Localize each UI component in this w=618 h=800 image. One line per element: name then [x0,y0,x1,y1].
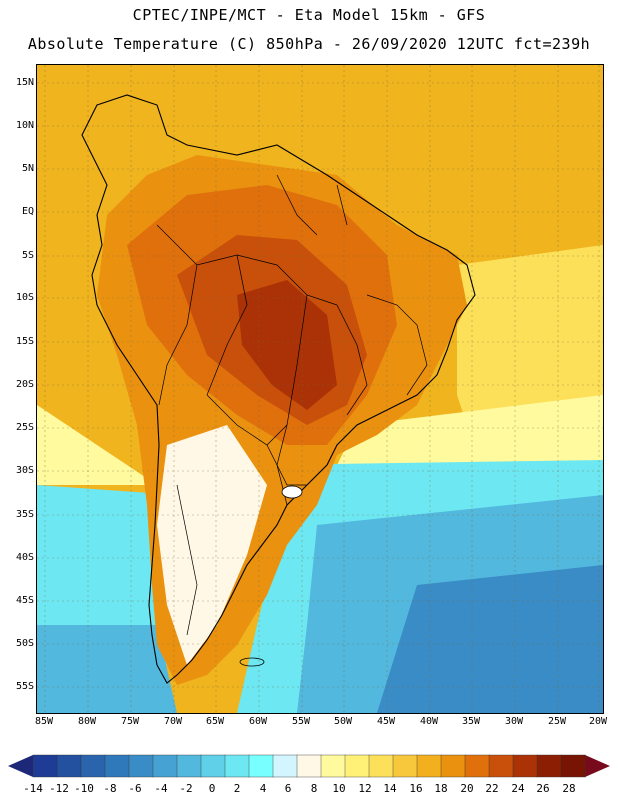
colorbar-label: 20 [460,782,474,795]
colorbar-cell [344,754,370,778]
colorbar-label: 18 [434,782,448,795]
colorbar-label: 22 [485,782,499,795]
colorbar-label: 12 [358,782,372,795]
colorbar-label: -4 [154,782,168,795]
colorbar-cell [248,754,274,778]
colorbar-cell [128,754,154,778]
lon-label: 25W [547,716,567,727]
lon-label: 60W [248,716,268,727]
colorbar-label: 8 [310,782,318,795]
lat-label: 45S [15,595,34,606]
colorbar-cell [536,754,562,778]
lat-label: 10S [15,292,34,303]
ocean-colder-south [37,625,177,713]
lat-label: 20S [15,379,34,390]
lat-label: 30S [15,465,34,476]
colorbar-cell [200,754,226,778]
lagoon [281,485,303,499]
lon-label: 80W [77,716,97,727]
colorbar-cell [488,754,514,778]
lat-label: 15N [15,77,34,88]
colorbar-label: 14 [383,782,397,795]
colorbar-label: -8 [103,782,117,795]
lon-label: 20W [588,716,608,727]
lon-label: 55W [291,716,311,727]
title-line-2: Absolute Temperature (C) 850hPa - 26/09/… [27,35,591,53]
colorbar-cell [320,754,346,778]
colorbar-cell [32,754,58,778]
lat-label: 25S [15,422,34,433]
falkland-islands [239,657,265,667]
lat-label: 5S [21,250,34,261]
ocean-coldest-region [377,565,603,713]
country-borders [156,174,428,636]
colorbar-cell [152,754,178,778]
temperature-map [36,64,604,714]
ocean-cool-west [37,405,157,485]
lat-label: 5N [21,163,34,174]
colorbar-cell [272,754,298,778]
title-line-1: CPTEC/INPE/MCT - Eta Model 15km - GFS [132,6,486,24]
lat-label: EQ [21,206,34,217]
colorbar-max-arrow [585,755,610,777]
colorbar-cell [440,754,466,778]
lat-label: 40S [15,552,34,563]
continent-hottest-region [237,280,337,410]
colorbar-cell [56,754,82,778]
colorbar-label: 16 [409,782,423,795]
colorbar-cell [392,754,418,778]
lat-label: 15S [15,336,34,347]
colorbar-label: 4 [259,782,267,795]
colorbar [8,754,610,778]
colorbar-label: -6 [128,782,142,795]
lat-label: 10N [15,120,34,131]
map-canvas [37,65,603,713]
colorbar-cell [512,754,538,778]
coastline [81,94,476,684]
colorbar-cell [416,754,442,778]
colorbar-cell [80,754,106,778]
colorbar-label: 24 [511,782,525,795]
lat-label: 55S [15,681,34,692]
colorbar-label: 0 [208,782,216,795]
colorbar-cell [560,754,586,778]
lon-label: 35W [461,716,481,727]
lon-label: 45W [376,716,396,727]
lon-label: 40W [419,716,439,727]
colorbar-cell [224,754,250,778]
colorbar-cell [464,754,490,778]
lon-label: 50W [333,716,353,727]
colorbar-cell [104,754,130,778]
colorbar-cell [368,754,394,778]
colorbar-label: -14 [23,782,43,795]
colorbar-min-arrow [8,755,33,777]
colorbar-label: 26 [536,782,550,795]
lon-label: 75W [120,716,140,727]
lon-label: 65W [205,716,225,727]
continent-cool-south [157,425,267,665]
colorbar-label: 10 [332,782,346,795]
colorbar-label: -12 [49,782,69,795]
colorbar-cell [296,754,322,778]
lon-label: 30W [504,716,524,727]
colorbar-cell [176,754,202,778]
graticule [37,65,603,713]
lat-label: 50S [15,638,34,649]
colorbar-label: -10 [74,782,94,795]
colorbar-label: -2 [179,782,193,795]
lon-label: 85W [34,716,54,727]
lon-label: 70W [163,716,183,727]
lat-label: 35S [15,509,34,520]
colorbar-label: 28 [562,782,576,795]
colorbar-label: 2 [233,782,241,795]
colorbar-label: 6 [284,782,292,795]
